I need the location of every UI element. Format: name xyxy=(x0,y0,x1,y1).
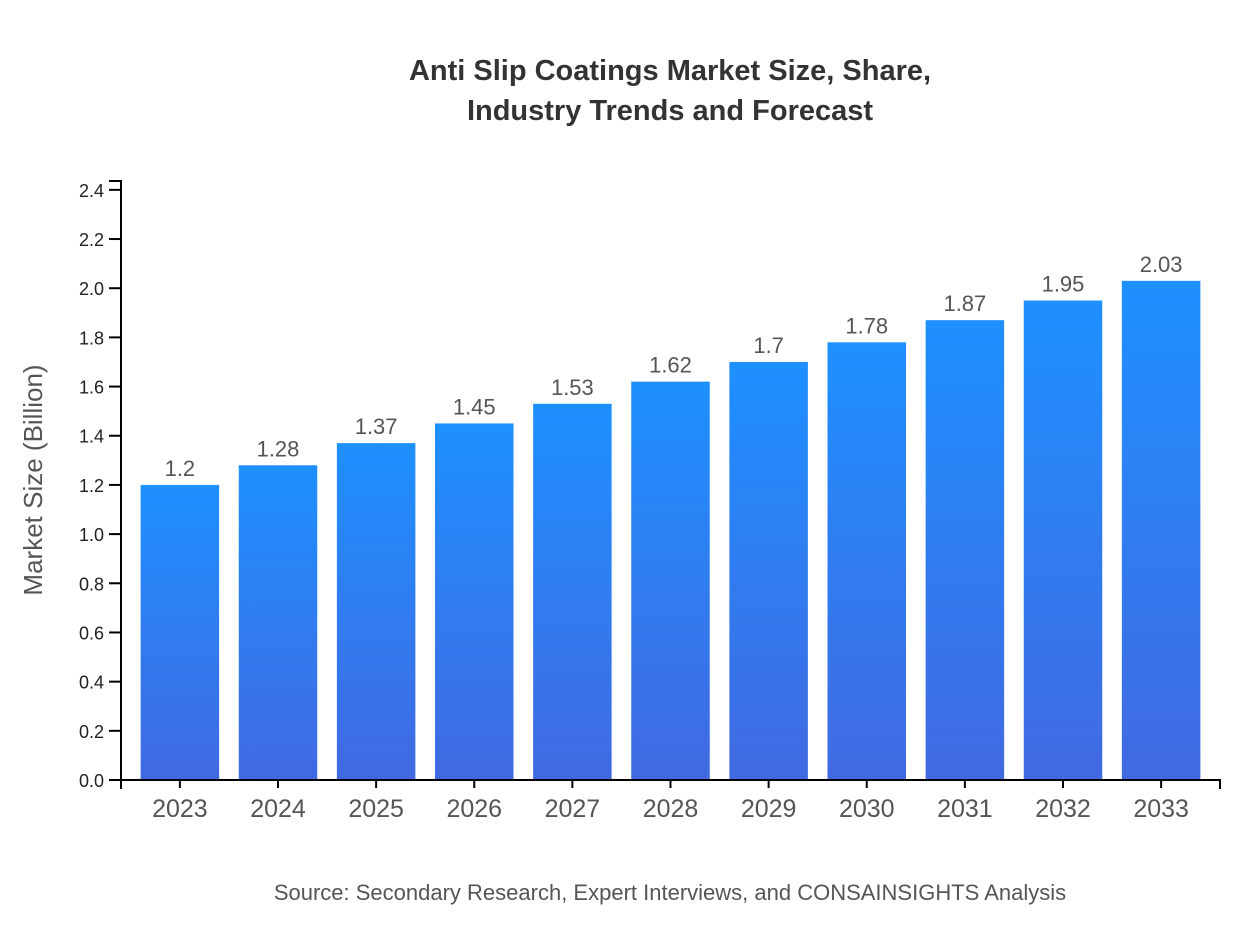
x-tick-label-2033: 2033 xyxy=(1133,795,1189,823)
data-label-2024: 1.28 xyxy=(257,436,300,461)
y-tick-label: 1.4 xyxy=(79,427,104,447)
x-tick-label-2026: 2026 xyxy=(446,795,502,823)
x-tick-label-2028: 2028 xyxy=(643,795,699,823)
y-tick-label: 1.0 xyxy=(79,525,104,545)
data-label-2027: 1.53 xyxy=(551,375,594,400)
x-axis-line xyxy=(120,779,1221,789)
x-tick-label-2030: 2030 xyxy=(839,795,895,823)
y-tick-label: 1.8 xyxy=(79,328,104,348)
y-tick-label: 1.6 xyxy=(79,378,104,398)
data-label-2025: 1.37 xyxy=(355,414,398,439)
data-label-2031: 1.87 xyxy=(943,291,986,316)
y-tick-label: 0.6 xyxy=(79,623,104,643)
x-tick-label-2024: 2024 xyxy=(250,795,306,823)
y-tick-label: 0.2 xyxy=(79,722,104,742)
y-tick-label: 0.8 xyxy=(79,574,104,594)
bar-2031 xyxy=(925,320,1005,780)
y-tick-label: 2.2 xyxy=(79,230,104,250)
y-tick-label: 2.0 xyxy=(79,279,104,299)
bar-2025 xyxy=(336,443,416,780)
data-label-2033: 2.03 xyxy=(1140,252,1183,277)
source-note: Source: Secondary Research, Expert Inter… xyxy=(274,880,1066,905)
bar-2032 xyxy=(1023,300,1103,780)
bar-2027 xyxy=(533,403,612,780)
data-label-2023: 1.2 xyxy=(165,456,196,481)
y-tick-label: 2.4 xyxy=(79,181,104,201)
bar-2029 xyxy=(729,361,808,780)
y-axis-line xyxy=(109,180,122,781)
y-tick-label: 1.2 xyxy=(79,476,104,496)
x-tick-label-2025: 2025 xyxy=(348,795,404,823)
bar-2026 xyxy=(435,423,514,780)
chart-title-line-1: Anti Slip Coatings Market Size, Share, xyxy=(409,55,931,87)
bar-2028 xyxy=(631,381,710,780)
y-tick-label: 0.4 xyxy=(79,673,104,693)
bar-2030 xyxy=(827,342,906,780)
data-label-2028: 1.62 xyxy=(649,353,692,378)
bar-2023 xyxy=(140,484,220,780)
x-tick-label-2027: 2027 xyxy=(545,795,601,823)
data-label-2032: 1.95 xyxy=(1042,272,1085,297)
x-tick-label-2023: 2023 xyxy=(152,795,208,823)
bar-2033 xyxy=(1121,280,1201,780)
x-tick-label-2029: 2029 xyxy=(741,795,797,823)
y-tick-label: 0.0 xyxy=(79,771,104,791)
x-tick-label-2031: 2031 xyxy=(937,795,993,823)
x-tick-label-2032: 2032 xyxy=(1035,795,1091,823)
y-axis-label: Market Size (Billion) xyxy=(18,364,48,595)
bar-2024 xyxy=(238,465,318,780)
data-label-2026: 1.45 xyxy=(453,394,496,419)
data-label-2029: 1.7 xyxy=(753,333,784,358)
chart-title-line-2: Industry Trends and Forecast xyxy=(467,95,873,127)
data-label-2030: 1.78 xyxy=(845,313,888,338)
